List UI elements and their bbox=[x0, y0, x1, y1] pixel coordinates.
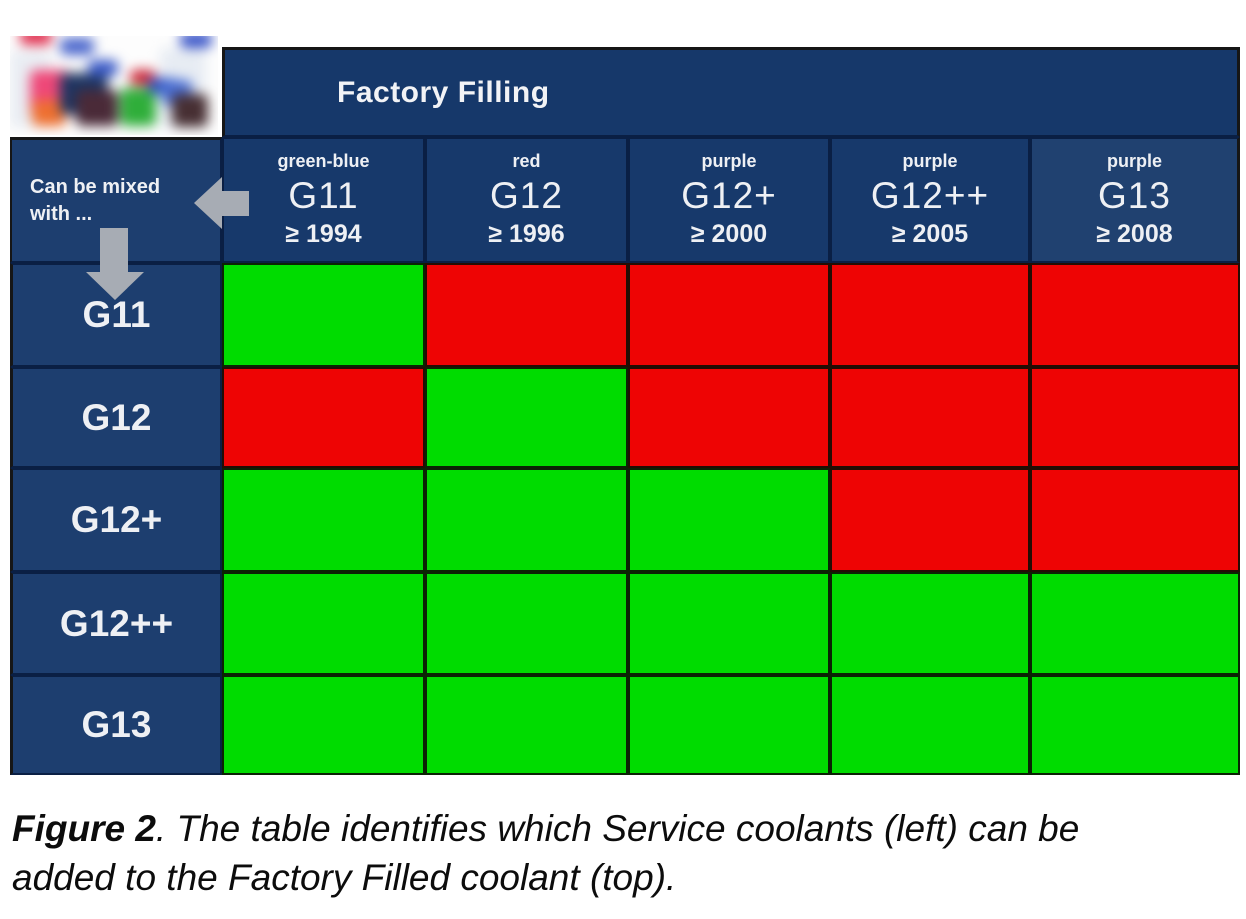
cell-G12+-in-G12+-yes bbox=[628, 468, 830, 572]
column-name: G13 bbox=[1098, 175, 1171, 216]
column-header-G12++: purple G12++ ≥ 2005 bbox=[830, 137, 1030, 263]
column-name: G12++ bbox=[870, 175, 990, 216]
factory-filling-header: Factory Filling bbox=[222, 47, 1240, 137]
arrow-down-icon bbox=[86, 272, 144, 300]
column-min-year: ≥ 1996 bbox=[488, 220, 565, 248]
cell-G13-in-G13-yes bbox=[1030, 675, 1240, 775]
cell-G12+-in-G13-no bbox=[1030, 468, 1240, 572]
caption-line2: added to the Factory Filled coolant (top… bbox=[12, 857, 677, 898]
column-name: G12+ bbox=[681, 175, 777, 216]
column-header-G13: purple G13 ≥ 2008 bbox=[1030, 137, 1240, 263]
cell-G11-in-G12++-no bbox=[830, 263, 1030, 367]
column-min-year: ≥ 2000 bbox=[690, 220, 768, 248]
cell-G11-in-G13-no bbox=[1030, 263, 1240, 367]
column-header-G12+: purple G12+ ≥ 2000 bbox=[628, 137, 830, 263]
cell-G12-in-G11-no bbox=[222, 367, 425, 468]
column-name: G12 bbox=[490, 175, 563, 216]
cell-G12++-in-G12-yes bbox=[425, 572, 628, 675]
cell-G12++-in-G13-yes bbox=[1030, 572, 1240, 675]
column-header-G12: red G12 ≥ 1996 bbox=[425, 137, 628, 263]
cell-G13-in-G11-yes bbox=[222, 675, 425, 775]
cell-G12+-in-G11-yes bbox=[222, 468, 425, 572]
cell-G11-in-G12+-no bbox=[628, 263, 830, 367]
column-color-word: green-blue bbox=[277, 151, 370, 171]
caption-line1: Figure 2. The table identifies which Ser… bbox=[12, 804, 1240, 853]
cell-G13-in-G12-yes bbox=[425, 675, 628, 775]
cell-G12-in-G12+-no bbox=[628, 367, 830, 468]
cell-G12+-in-G12++-no bbox=[830, 468, 1030, 572]
column-min-year: ≥ 2008 bbox=[1096, 220, 1173, 248]
arrow-down-shaft bbox=[100, 228, 128, 273]
cell-G13-in-G12++-yes bbox=[830, 675, 1030, 775]
column-min-year: ≥ 2005 bbox=[891, 220, 969, 248]
figure-caption: Figure 2. The table identifies which Ser… bbox=[12, 804, 1240, 902]
column-color-word: purple bbox=[701, 151, 757, 171]
column-name: G11 bbox=[288, 175, 359, 216]
cell-G12-in-G12++-no bbox=[830, 367, 1030, 468]
caption-figure-label: Figure 2 bbox=[12, 808, 156, 849]
row-label-G12++: G12++ bbox=[10, 572, 222, 675]
column-color-word: purple bbox=[902, 151, 958, 171]
column-color-word: purple bbox=[1106, 151, 1162, 171]
corner-label-line2: with ... bbox=[30, 203, 93, 225]
cell-G12-in-G13-no bbox=[1030, 367, 1240, 468]
cell-G12++-in-G12++-yes bbox=[830, 572, 1030, 675]
row-label-G12+: G12+ bbox=[10, 468, 222, 572]
cell-G12-in-G12-yes bbox=[425, 367, 628, 468]
cell-G11-in-G11-yes bbox=[222, 263, 425, 367]
corner-label-line1: Can be mixed bbox=[30, 176, 161, 198]
column-color-word: red bbox=[512, 151, 541, 171]
cell-G12+-in-G12-yes bbox=[425, 468, 628, 572]
row-label-G13: G13 bbox=[10, 675, 222, 775]
arrow-left-icon bbox=[194, 177, 222, 229]
coolant-bottles-photo bbox=[10, 36, 218, 135]
column-min-year: ≥ 1994 bbox=[285, 220, 362, 248]
column-header-G11: green-blue G11 ≥ 1994 bbox=[222, 137, 425, 263]
cell-G13-in-G12+-yes bbox=[628, 675, 830, 775]
compatibility-table: Factory Filling Can be mixed with ... gr… bbox=[10, 47, 1240, 775]
cell-G12++-in-G11-yes bbox=[222, 572, 425, 675]
coolant-bottles-blur bbox=[10, 36, 218, 135]
cell-G12++-in-G12+-yes bbox=[628, 572, 830, 675]
caption-line1-text: . The table identifies which Service coo… bbox=[155, 808, 1080, 849]
factory-filling-title: Factory Filling bbox=[337, 75, 550, 109]
row-label-G12: G12 bbox=[10, 367, 222, 468]
arrow-left-shaft bbox=[222, 191, 249, 216]
cell-G11-in-G12-no bbox=[425, 263, 628, 367]
